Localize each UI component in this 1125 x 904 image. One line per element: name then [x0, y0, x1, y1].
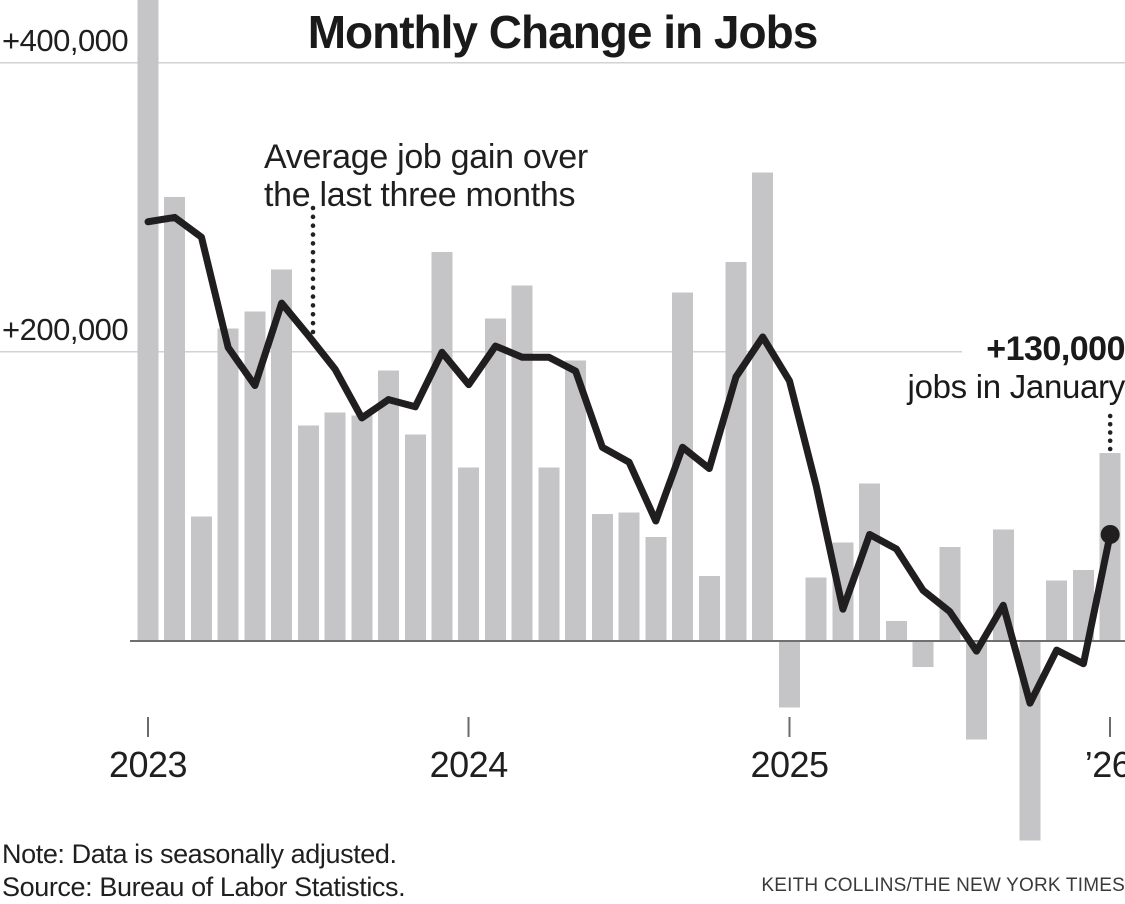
monthly-change-bars: [137, 0, 1121, 841]
latest-month-annotation: +130,000 jobs in January: [908, 330, 1125, 405]
average-annotation-line-2: the last three months: [264, 176, 576, 214]
average-annotation-line-1: Average job gain over: [264, 138, 588, 176]
byline-credit: KEITH COLLINS/THE NEW YORK TIMES: [761, 875, 1125, 896]
x-axis-ticks: [147, 717, 1112, 737]
average-line-annotation: Average job gain over the last three mon…: [264, 138, 588, 214]
x-tick-label-2023: 2023: [108, 744, 188, 785]
three-month-average-line: [144, 213, 1120, 707]
x-tick-label-2024: 2024: [429, 744, 509, 785]
gridlines: [0, 61, 1125, 353]
chart-title: Monthly Change in Jobs: [307, 6, 819, 58]
latest-value-label: +130,000: [986, 330, 1125, 368]
annotation-leader-dots: [310, 205, 1113, 452]
x-tick-label-2025: 2025: [750, 744, 829, 785]
y-axis-label-400k: +400,000: [2, 23, 129, 58]
latest-caption-label: jobs in January: [907, 368, 1125, 405]
x-tick-label-2026: ’26: [1084, 744, 1125, 785]
footnote-source: Source: Bureau of Labor Statistics.: [2, 872, 406, 902]
y-axis-label-200k: +200,000: [2, 312, 129, 347]
footnote-note: Note: Data is seasonally adjusted.: [2, 839, 397, 869]
